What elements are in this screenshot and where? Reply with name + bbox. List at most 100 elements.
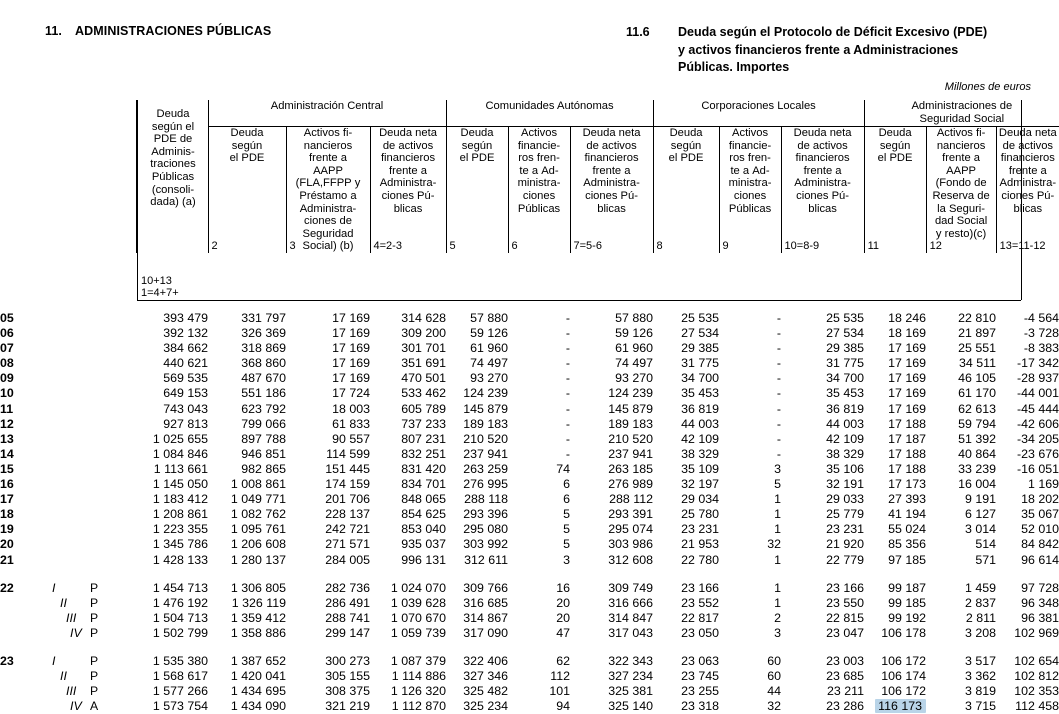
data-cell[interactable]: 51 392 [958, 431, 996, 446]
data-cell[interactable]: 62 [556, 653, 570, 668]
data-cell[interactable]: 17 169 [888, 386, 926, 401]
data-cell[interactable]: 3 [774, 625, 781, 640]
data-cell[interactable]: 325 482 [463, 684, 508, 699]
data-cell[interactable]: 17 188 [888, 416, 926, 431]
data-cell[interactable]: 834 701 [401, 477, 446, 492]
data-cell[interactable]: 22 815 [826, 610, 864, 625]
data-cell[interactable]: 314 847 [608, 610, 653, 625]
data-cell[interactable]: 284 005 [325, 552, 370, 567]
data-cell[interactable]: - [776, 446, 781, 461]
data-cell[interactable]: 317 043 [608, 625, 653, 640]
table-row[interactable]: III P 1 577 266 1 434 695 308 375 1 126 320 32… [0, 684, 1059, 699]
data-cell[interactable]: 569 535 [163, 371, 208, 386]
data-cell[interactable]: 1 008 861 [230, 477, 286, 492]
data-cell[interactable]: 23 211 [827, 684, 864, 699]
data-cell[interactable]: - [776, 311, 781, 325]
data-cell[interactable]: 2 [774, 610, 781, 625]
data-cell[interactable]: - [776, 401, 781, 416]
data-cell[interactable]: 1 [774, 507, 781, 522]
data-cell[interactable]: 6 [563, 492, 570, 507]
data-cell[interactable]: 23 286 [826, 699, 864, 714]
data-cell[interactable]: 1 502 799 [152, 625, 208, 640]
data-cell[interactable]: - [776, 341, 781, 356]
data-cell[interactable]: 321 219 [325, 699, 370, 714]
data-cell[interactable]: 9 191 [964, 492, 996, 507]
data-cell[interactable]: 5 [563, 507, 570, 522]
data-cell[interactable]: 1 535 380 [152, 653, 208, 668]
data-cell[interactable]: 21 953 [681, 537, 719, 552]
data-cell[interactable]: 1 280 137 [230, 552, 286, 567]
data-cell[interactable]: 6 127 [964, 507, 996, 522]
data-cell[interactable]: 228 137 [325, 507, 370, 522]
data-cell[interactable]: 392 132 [163, 326, 208, 341]
data-cell[interactable]: -44 001 [1016, 386, 1059, 401]
data-cell[interactable]: 90 557 [332, 431, 370, 446]
data-cell[interactable]: 3 362 [964, 669, 996, 684]
data-cell[interactable]: 1 573 754 [152, 699, 208, 714]
data-cell[interactable]: 18 003 [332, 401, 370, 416]
table-row[interactable]: IV A 1 573 754 1 434 090 321 219 1 112 870 325… [0, 699, 1059, 714]
data-cell[interactable]: - [776, 431, 781, 446]
data-cell[interactable]: 314 628 [401, 311, 446, 325]
data-cell[interactable]: 114 599 [326, 446, 370, 461]
data-cell[interactable]: 106 172 [881, 653, 926, 668]
data-cell[interactable]: 44 003 [681, 416, 719, 431]
data-cell[interactable]: 21 920 [826, 537, 864, 552]
data-cell[interactable]: 743 043 [163, 401, 208, 416]
data-cell[interactable]: 17 169 [888, 371, 926, 386]
data-cell[interactable]: 57 880 [615, 311, 653, 325]
table-row[interactable]: 10 649 153 551 186 17 724 533 462 124 239 - 124… [0, 386, 1059, 401]
data-cell[interactable]: 60 [767, 669, 781, 684]
data-cell[interactable]: 25 780 [681, 507, 719, 522]
data-cell[interactable]: 23 050 [681, 625, 719, 640]
data-cell[interactable]: 897 788 [241, 431, 286, 446]
data-cell[interactable]: 1 358 886 [230, 625, 286, 640]
data-cell[interactable]: 32 191 [826, 477, 864, 492]
data-cell[interactable]: 112 [550, 669, 570, 684]
data-cell[interactable]: 1 087 379 [390, 653, 446, 668]
data-cell[interactable]: 316 666 [608, 595, 653, 610]
data-cell[interactable]: 288 118 [464, 492, 508, 507]
data-cell[interactable]: 1 434 090 [230, 699, 286, 714]
data-cell[interactable]: -28 937 [1016, 371, 1059, 386]
data-cell[interactable]: - [565, 416, 570, 431]
data-cell[interactable]: -3 728 [1023, 326, 1059, 341]
data-cell[interactable]: 96 614 [1021, 552, 1059, 567]
data-cell[interactable]: 470 501 [401, 371, 446, 386]
data-cell[interactable]: 16 [556, 580, 570, 595]
data-cell[interactable]: 35 453 [826, 386, 864, 401]
data-cell[interactable]: 35 106 [826, 461, 864, 476]
data-cell[interactable]: 3 [774, 461, 781, 476]
data-cell[interactable]: 23 745 [681, 669, 719, 684]
data-cell[interactable]: 1 434 695 [230, 684, 286, 699]
data-cell[interactable]: 1 428 133 [152, 552, 208, 567]
table-row[interactable]: 13 1 025 655 897 788 90 557 807 231 210 520 - 2… [0, 432, 1059, 447]
data-cell[interactable]: 1 169 [1027, 477, 1059, 492]
data-cell[interactable]: -16 051 [1016, 461, 1059, 476]
data-cell[interactable]: 44 [767, 684, 781, 699]
data-cell[interactable]: 33 239 [958, 461, 996, 476]
data-cell[interactable]: 286 491 [325, 595, 370, 610]
data-cell[interactable]: 935 037 [401, 537, 446, 552]
data-cell[interactable]: 551 186 [241, 386, 286, 401]
data-cell[interactable]: 93 270 [615, 371, 653, 386]
table-row[interactable]: 05 393 479 331 797 17 169 314 628 57 880 - 57 8… [0, 311, 1059, 326]
data-cell[interactable]: 102 969 [1014, 625, 1059, 640]
data-cell[interactable]: 1 084 846 [152, 446, 208, 461]
data-cell[interactable]: 301 701 [401, 341, 446, 356]
table-row[interactable]: 12 927 813 799 066 61 833 737 233 189 183 - 189… [0, 417, 1059, 432]
table-row[interactable]: III P 1 504 713 1 359 412 288 741 1 070 670 31… [0, 611, 1059, 626]
data-cell[interactable]: 23 003 [826, 653, 864, 668]
data-cell[interactable]: 3 517 [964, 653, 996, 668]
data-cell[interactable]: 1 070 670 [390, 610, 446, 625]
data-cell[interactable]: 312 608 [608, 552, 653, 567]
data-cell[interactable]: 35 453 [681, 386, 719, 401]
data-cell[interactable]: 3 208 [964, 625, 996, 640]
data-cell[interactable]: 368 860 [241, 356, 286, 371]
data-cell[interactable]: 18 246 [888, 311, 926, 325]
data-cell[interactable]: 25 551 [958, 341, 996, 356]
data-cell[interactable]: 623 792 [241, 401, 286, 416]
data-cell[interactable]: 23 552 [681, 595, 719, 610]
data-cell[interactable]: 854 625 [401, 507, 446, 522]
data-cell[interactable]: - [565, 341, 570, 356]
